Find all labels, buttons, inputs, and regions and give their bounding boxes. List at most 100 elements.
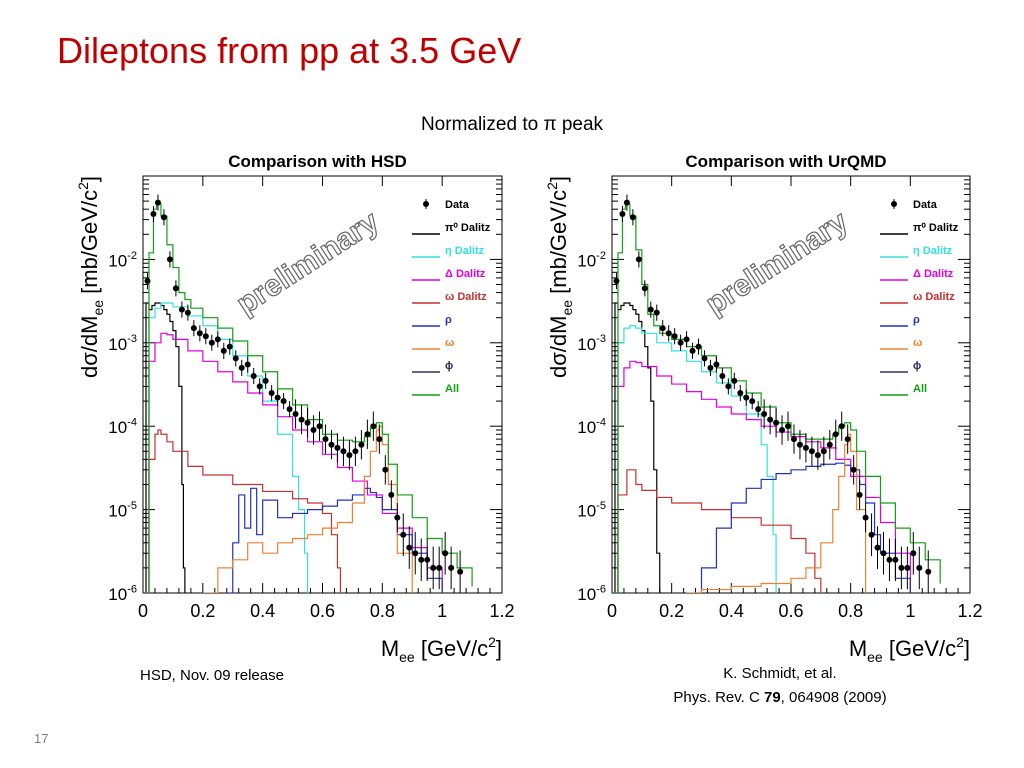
- data-point: [629, 214, 636, 221]
- data-point: [238, 364, 245, 371]
- series-dalitz-curve: [143, 302, 309, 593]
- right-caption-suffix: , 064908 (2009): [780, 689, 887, 706]
- legend-label: π⁰ Dalitz: [445, 222, 491, 234]
- data-point: [250, 372, 257, 379]
- data-point: [785, 423, 792, 430]
- series--curve: [695, 462, 911, 593]
- data-point: [274, 394, 281, 401]
- data-point: [322, 436, 329, 443]
- data-point: [280, 398, 287, 405]
- chart-title: Comparison with UrQMD: [685, 152, 886, 171]
- legend-label: ω: [445, 337, 454, 349]
- preliminary-watermark: preliminary: [231, 205, 385, 321]
- data-point: [268, 390, 275, 397]
- y-axis-label: dσ/dMee [mb/GeV/c2]: [75, 176, 106, 378]
- data-point: [695, 343, 702, 350]
- data-point: [286, 406, 293, 413]
- data-point: [737, 390, 744, 397]
- data-point: [196, 330, 203, 337]
- y-tick-label: 10-5: [577, 500, 606, 521]
- legend-label: ϕ: [913, 360, 921, 372]
- y-tick-label: 10-4: [108, 417, 137, 438]
- plot-area: [612, 194, 941, 593]
- data-point: [364, 431, 371, 438]
- data-point: [838, 423, 845, 430]
- legend-label: ω: [913, 337, 922, 349]
- chart-panel-2: Comparison with UrQMD 0 0.2 0.4 0.6 0.8 1 1.2 10…: [544, 152, 983, 665]
- right-caption-line2: Phys. Rev. C 79, 064908 (2009): [620, 686, 940, 710]
- data-point: [430, 564, 437, 571]
- slide-subtitle: Normalized to π peak: [420, 114, 604, 135]
- chart-panel-1: Comparison with HSD 0 0.2 0.4 0.6 0.8 1 1.2 10-6…: [75, 152, 515, 665]
- right-caption-line1: K. Schmidt, et al.: [723, 665, 837, 682]
- y-tick-label: 10-3: [577, 333, 606, 354]
- data-point: [352, 448, 359, 455]
- data-point: [244, 361, 251, 368]
- data-point: [166, 256, 173, 263]
- data-point: [370, 423, 377, 430]
- x-tick-label: 1: [437, 601, 447, 621]
- data-point: [418, 556, 425, 563]
- data-point: [767, 416, 774, 423]
- legend-label: All: [913, 383, 927, 395]
- left-caption: HSD, Nov. 09 release: [140, 667, 284, 684]
- data-point: [779, 427, 786, 434]
- y-tick-label: 10-2: [108, 250, 137, 271]
- data-point: [376, 436, 383, 443]
- series-dalitz-curve: [612, 360, 911, 593]
- data-point: [868, 531, 875, 538]
- legend-label: ρ: [913, 314, 920, 326]
- data-point: [713, 361, 720, 368]
- data-point: [226, 343, 233, 350]
- data-point: [316, 423, 323, 430]
- data-point: [862, 514, 869, 521]
- data-point: [256, 383, 263, 390]
- x-tick-label: 0.8: [838, 601, 863, 621]
- data-point: [334, 444, 341, 451]
- data-point: [208, 339, 215, 346]
- slide-title: Dileptons from pp at 3.5 GeV: [57, 30, 522, 71]
- legend-label: η Dalitz: [913, 245, 953, 257]
- data-point: [749, 398, 756, 405]
- plot-area: [143, 194, 473, 593]
- data-point: [677, 339, 684, 346]
- series-all-curve: [143, 203, 473, 593]
- legend-label: ω Dalitz: [445, 291, 487, 303]
- data-point: [232, 355, 239, 362]
- x-tick-label: 1: [905, 601, 915, 621]
- series--curve: [226, 487, 443, 593]
- y-axis-label: dσ/dMee [mb/GeV/c2]: [544, 176, 575, 378]
- data-point: [808, 448, 815, 455]
- data-point: [262, 377, 269, 384]
- data-point: [202, 333, 209, 340]
- series--curve: [686, 433, 867, 593]
- data-point: [820, 448, 827, 455]
- data-point: [436, 564, 443, 571]
- data-point: [144, 278, 151, 285]
- chart-title: Comparison with HSD: [228, 152, 407, 171]
- y-tick-label: 10-3: [108, 333, 137, 354]
- data-point: [701, 355, 708, 362]
- data-point: [892, 556, 899, 563]
- legend-label: Data: [913, 199, 938, 211]
- legend-label: Δ Dalitz: [445, 268, 486, 280]
- data-point: [635, 256, 642, 263]
- x-tick-label: 0: [138, 601, 148, 621]
- data-point: [346, 452, 353, 459]
- data-point: [874, 544, 881, 551]
- data-point: [719, 372, 726, 379]
- y-tick-label: 10-6: [108, 583, 137, 604]
- data-point: [904, 564, 911, 571]
- series-dalitz-curve: [143, 429, 342, 593]
- data-point: [160, 214, 167, 221]
- data-point: [406, 544, 413, 551]
- x-tick-label: 0.4: [719, 601, 744, 621]
- y-tick-label: 10-4: [577, 417, 606, 438]
- data-point: [826, 441, 833, 448]
- data-point: [190, 325, 197, 332]
- data-point: [916, 564, 923, 571]
- data-point: [683, 336, 690, 343]
- data-point: [659, 325, 666, 332]
- right-caption: K. Schmidt, et al. Phys. Rev. C 79, 0649…: [620, 662, 940, 710]
- data-point: [653, 309, 660, 316]
